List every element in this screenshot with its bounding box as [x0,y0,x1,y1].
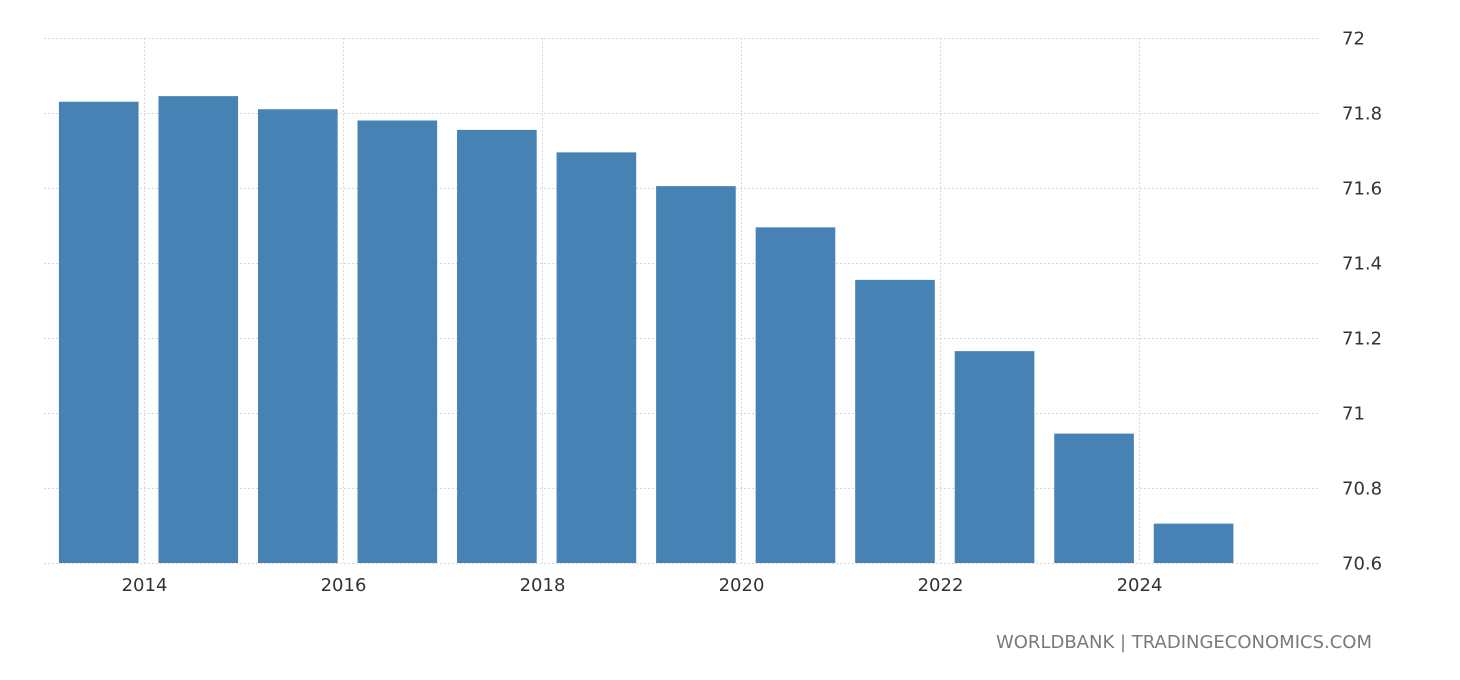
bar [1153,523,1234,563]
bars [58,96,1234,563]
bar [357,120,438,563]
bar [656,186,736,563]
y-tick-label: 70.6 [1342,554,1382,575]
y-tick-label: 71.8 [1342,104,1382,125]
x-tick-label: 2018 [520,575,566,596]
bar [158,96,239,563]
x-tick-label: 2020 [719,575,765,596]
x-tick-label: 2016 [321,575,367,596]
y-tick-label: 71.2 [1342,329,1382,350]
bar [257,109,338,563]
x-tick-label: 2024 [1117,575,1163,596]
x-tick-label: 2022 [918,575,964,596]
y-tick-label: 70.8 [1342,479,1382,500]
y-tick-label: 71.4 [1342,254,1382,275]
bar [1054,433,1134,563]
bar [954,351,1035,563]
y-tick-label: 72 [1342,29,1365,50]
bar [58,101,139,563]
bar [556,152,637,563]
x-axis-ticks: 2014 2016 2018 2020 2022 2024 [122,575,1163,596]
y-tick-label: 71 [1342,404,1365,425]
bar [855,279,935,563]
bar [755,227,836,563]
y-axis-ticks: 72 71.8 71.6 71.4 71.2 71 70.8 70.6 [1342,29,1382,575]
x-tick-label: 2014 [122,575,168,596]
source-credit: WORLDBANK | TRADINGECONOMICS.COM [995,632,1372,653]
bar [457,129,537,563]
y-tick-label: 71.6 [1342,179,1382,200]
